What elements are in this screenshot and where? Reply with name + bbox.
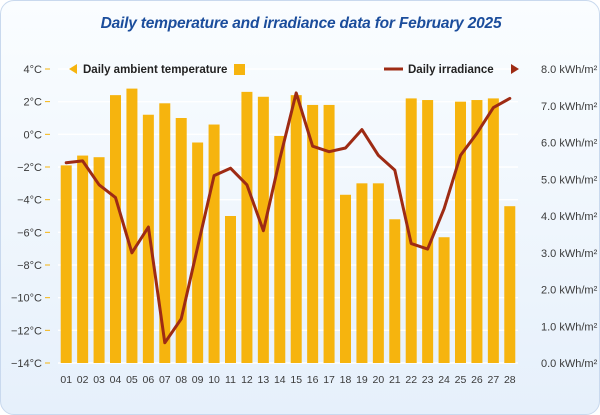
right-tick-label: 3.0 kWh/m² — [541, 248, 598, 260]
left-tick-label: 4°C — [24, 64, 43, 76]
x-tick-label: 01 — [60, 374, 72, 386]
temperature-legend-label: Daily ambient temperature — [83, 64, 227, 76]
x-tick-label: 04 — [110, 374, 122, 386]
x-tick-label: 05 — [126, 374, 138, 386]
x-tick-label: 27 — [488, 374, 500, 386]
chart-title: Daily temperature and irradiance data fo… — [100, 15, 502, 32]
x-tick-label: 03 — [93, 374, 105, 386]
temperature-bar — [60, 165, 72, 363]
temperature-bar — [307, 104, 319, 363]
right-tick-label: 1.0 kWh/m² — [541, 321, 598, 333]
temperature-bar — [77, 155, 89, 363]
temperature-bar — [126, 88, 138, 363]
temperature-bar — [422, 100, 434, 364]
x-tick-label: 20 — [373, 374, 385, 386]
temperature-bar — [241, 91, 253, 363]
temperature-bar — [372, 183, 384, 363]
x-tick-label: 19 — [356, 374, 368, 386]
x-tick-label: 02 — [77, 374, 89, 386]
left-tick-label: −8°C — [17, 260, 42, 272]
temperature-bar — [504, 206, 516, 363]
temperature-bar — [290, 95, 302, 363]
x-tick-label: 25 — [455, 374, 467, 386]
right-tick-label: 6.0 kWh/m² — [541, 138, 598, 150]
temperature-bar — [110, 95, 121, 363]
temperature-bar — [438, 237, 450, 363]
x-tick-label: 06 — [143, 374, 155, 386]
right-tick-label: 8.0 kWh/m² — [541, 64, 598, 76]
irradiance-legend-label: Daily irradiance — [408, 64, 494, 76]
temperature-bar — [323, 104, 335, 363]
x-tick-label: 23 — [422, 374, 434, 386]
left-tick-label: 2°C — [24, 97, 43, 109]
temperature-bar — [389, 219, 401, 363]
right-tick-label: 5.0 kWh/m² — [541, 174, 598, 186]
x-tick-label: 15 — [290, 374, 302, 386]
left-tick-label: −12°C — [11, 325, 42, 337]
x-tick-label: 22 — [405, 374, 417, 386]
temperature-bar — [159, 103, 171, 364]
temperature-bar — [487, 98, 499, 364]
left-tick-label: −6°C — [17, 227, 42, 239]
x-tick-label: 08 — [175, 374, 187, 386]
temperature-bar — [455, 101, 466, 364]
temperature-bar — [471, 100, 483, 364]
temperature-bar — [225, 216, 236, 363]
x-tick-label: 09 — [192, 374, 204, 386]
temperature-bar — [175, 118, 187, 363]
temperature-bar — [208, 124, 220, 364]
x-tick-label: 10 — [208, 374, 220, 386]
x-tick-label: 14 — [274, 374, 286, 386]
x-tick-label: 24 — [438, 374, 450, 386]
left-tick-label: −14°C — [11, 358, 42, 370]
temperature-legend-swatch — [234, 64, 245, 75]
left-tick-label: −2°C — [17, 162, 42, 174]
x-tick-label: 28 — [504, 374, 516, 386]
right-tick-label: 0.0 kWh/m² — [541, 358, 598, 370]
right-tick-label: 2.0 kWh/m² — [541, 285, 598, 297]
x-tick-label: 18 — [340, 374, 352, 386]
temperature-bar — [405, 98, 417, 364]
temperature-bar — [356, 183, 368, 363]
temperature-legend-arrow — [69, 64, 77, 74]
x-tick-label: 12 — [241, 374, 253, 386]
x-tick-label: 11 — [225, 374, 236, 386]
irradiance-legend-arrow — [511, 64, 519, 74]
x-tick-label: 16 — [307, 374, 319, 386]
left-tick-label: −4°C — [17, 195, 42, 207]
temperature-bar — [340, 194, 351, 363]
right-tick-label: 7.0 kWh/m² — [541, 101, 598, 113]
x-tick-label: 07 — [159, 374, 171, 386]
x-tick-label: 21 — [389, 374, 401, 386]
left-tick-label: −10°C — [11, 293, 42, 305]
temperature-bar — [274, 135, 286, 363]
right-tick-label: 4.0 kWh/m² — [541, 211, 598, 223]
temperature-bar — [142, 114, 154, 363]
temperature-bar — [93, 157, 105, 363]
x-tick-label: 17 — [323, 374, 335, 386]
left-tick-label: 0°C — [24, 129, 43, 141]
irradiance-line — [64, 91, 512, 345]
x-tick-label: 26 — [471, 374, 483, 386]
x-tick-label: 13 — [258, 374, 270, 386]
